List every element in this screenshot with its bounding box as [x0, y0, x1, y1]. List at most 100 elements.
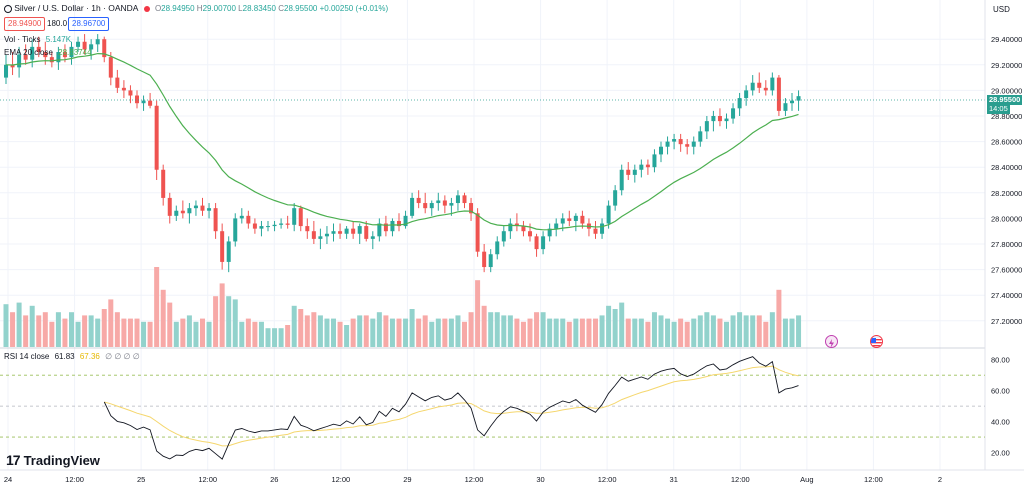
volume-bar	[245, 318, 251, 347]
time-tick-label: 29	[403, 475, 411, 484]
volume-bar	[298, 309, 304, 347]
rsi-ma-value: 67.36	[79, 352, 100, 361]
candle-body	[508, 223, 513, 232]
candle-body	[534, 236, 539, 250]
candle-body	[442, 200, 447, 206]
time-axis[interactable]: 24 12:00 25 12:00 26 12:00 29 12:00 30 12:00 31 12:…	[4, 475, 942, 484]
candle-body	[469, 203, 474, 214]
volume-bar	[278, 328, 284, 347]
volume-bar	[200, 318, 205, 347]
candle-body	[351, 228, 356, 234]
volume-bar	[442, 318, 448, 347]
volume-bar	[252, 321, 258, 347]
candle-body	[606, 205, 611, 224]
volume-bar	[455, 315, 461, 347]
candle-body	[23, 54, 28, 60]
candle-body	[757, 82, 762, 88]
volume-bar	[769, 312, 775, 347]
candle-body	[148, 100, 153, 106]
ema-legend[interactable]: EMA 20 close 28.83744	[4, 48, 92, 57]
candle-body	[475, 213, 480, 252]
current-price-tag: 28.95500	[987, 95, 1023, 105]
time-tick-label: 2	[938, 475, 942, 484]
price-axis[interactable]: 29.40000 29.20000 29.00000 28.80000 28.60000…	[991, 35, 1022, 326]
volume-bar	[29, 305, 35, 347]
volume-bar	[357, 315, 363, 347]
volume-bar	[796, 315, 802, 347]
volume-bar	[213, 296, 219, 347]
volume-bar	[134, 318, 140, 347]
candle-body	[593, 228, 598, 234]
candle-body	[233, 218, 238, 242]
rsi-tick-label: 80.00	[991, 356, 1010, 365]
sell-button[interactable]: 28.94900	[4, 17, 46, 31]
volume-legend[interactable]: Vol · Ticks 5.147K	[4, 35, 72, 44]
candle-body	[567, 218, 572, 221]
volume-bar	[285, 325, 291, 347]
volume-bar	[383, 315, 389, 347]
candle-body	[580, 215, 585, 224]
volume-bar	[468, 312, 474, 347]
volume-bar	[520, 321, 526, 347]
symbol-status-icon	[4, 4, 12, 13]
volume-bar	[180, 318, 186, 347]
volume-bar	[448, 318, 454, 347]
volume-bar	[678, 318, 684, 347]
volume-bar	[697, 315, 703, 347]
volume-bar	[363, 315, 369, 347]
candle-body	[128, 90, 133, 96]
candle-body	[619, 169, 624, 191]
volume-bar	[737, 312, 743, 347]
rsi-legend[interactable]: RSI 14 close 61.83 67.36 ∅ ∅ ∅ ∅	[4, 352, 140, 361]
time-tick-label: 12:00	[465, 475, 484, 484]
tradingview-logo[interactable]: 17 TradingView	[6, 452, 100, 468]
time-tick-label: 12:00	[65, 475, 84, 484]
volume-bar	[114, 312, 120, 347]
candle-body	[626, 169, 631, 175]
volume-bar	[514, 318, 520, 347]
symbol-legend[interactable]: Silver / U.S. Dollar · 1h · OANDA O28.94…	[4, 3, 388, 13]
volume-bar	[108, 299, 114, 347]
candle-body	[187, 208, 192, 214]
volume-bar	[730, 315, 736, 347]
candle-body	[69, 46, 74, 58]
volume-bar	[691, 318, 697, 347]
buy-button[interactable]: 28.96700	[68, 17, 110, 31]
volume-bar	[304, 315, 310, 347]
volume-bar	[49, 321, 55, 347]
candle-body	[495, 241, 500, 255]
candle-body	[338, 231, 343, 234]
volume-bar	[645, 321, 651, 347]
candle-body	[672, 139, 677, 142]
candle-body	[102, 39, 107, 58]
currency-label[interactable]: USD	[993, 5, 1010, 14]
price-tick-label: 28.60000	[991, 138, 1022, 147]
price-tick-label: 29.00000	[991, 86, 1022, 95]
candle-body	[246, 215, 251, 224]
price-tick-label: 27.60000	[991, 266, 1022, 275]
rsi-pane[interactable]	[0, 356, 985, 460]
candle-body	[449, 203, 454, 206]
volume-bar	[750, 315, 756, 347]
volume-bar	[121, 318, 127, 347]
candle-body	[645, 164, 650, 168]
candle-body	[266, 226, 270, 228]
candle-body	[213, 208, 218, 232]
rsi-tick-label: 40.00	[991, 418, 1010, 427]
lightning-event-icon[interactable]	[825, 335, 838, 348]
candle-body	[200, 205, 205, 211]
time-tick-label: Aug	[800, 475, 813, 484]
price-tick-label: 28.00000	[991, 214, 1022, 223]
tradingview-logo-icon: 17	[6, 452, 21, 468]
price-tick-label: 28.20000	[991, 189, 1022, 198]
volume-bar	[167, 302, 173, 347]
volume-bar	[258, 321, 264, 347]
rsi-tick-label: 20.00	[991, 449, 1010, 458]
candle-body	[482, 251, 487, 268]
us-flag-event-icon[interactable]	[870, 335, 883, 348]
candle-body	[331, 231, 336, 234]
candle-body	[429, 203, 434, 209]
candle-body	[279, 223, 284, 225]
volume-bar	[534, 312, 540, 347]
